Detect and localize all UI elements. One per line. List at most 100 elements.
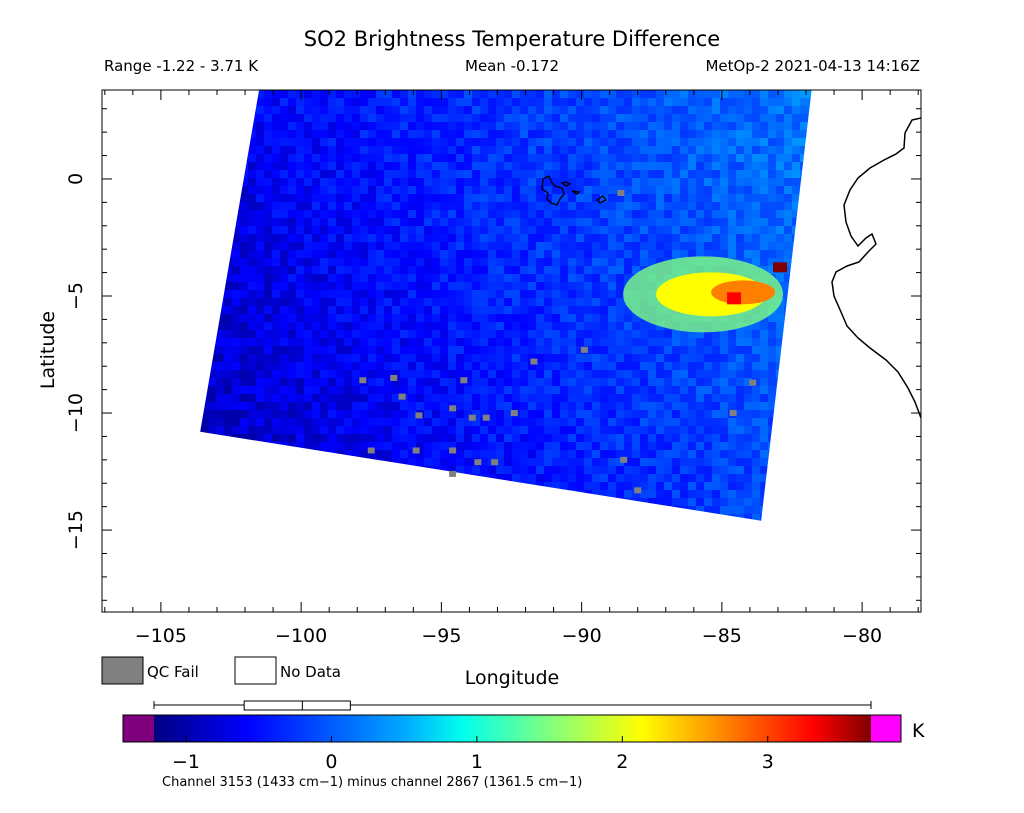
swath-pixel: [424, 338, 432, 346]
swath-pixel: [680, 242, 688, 250]
swath-pixel: [552, 394, 560, 402]
swath-pixel: [776, 514, 784, 521]
swath-pixel: [352, 154, 360, 162]
swath-pixel: [848, 146, 856, 154]
swath-pixel: [272, 418, 280, 426]
swath-pixel: [824, 178, 832, 186]
swath-pixel: [512, 338, 520, 346]
swath-pixel: [328, 90, 336, 98]
swath-pixel: [616, 418, 624, 426]
swath-pixel: [216, 530, 224, 538]
swath-pixel: [760, 186, 768, 194]
swath-pixel: [304, 258, 312, 266]
swath-pixel: [240, 210, 248, 218]
swath-pixel: [232, 466, 240, 474]
swath-pixel: [792, 274, 800, 282]
swath-pixel: [208, 210, 216, 218]
swath-pixel: [480, 538, 488, 546]
swath-pixel: [744, 138, 752, 146]
swath-pixel: [576, 378, 584, 386]
swath-pixel: [408, 186, 416, 194]
swath-pixel: [344, 130, 352, 138]
swath-pixel: [744, 330, 752, 338]
swath-pixel: [728, 434, 736, 442]
swath-pixel: [288, 506, 296, 514]
swath-pixel: [712, 530, 720, 538]
swath-pixel: [232, 314, 240, 322]
swath-pixel: [800, 90, 808, 98]
swath-pixel: [216, 442, 224, 450]
swath-pixel: [264, 434, 272, 442]
swath-pixel: [328, 98, 336, 106]
swath-pixel: [704, 218, 712, 226]
swath-pixel: [216, 466, 224, 474]
swath-pixel: [248, 178, 256, 186]
swath-pixel: [712, 250, 720, 258]
swath-pixel: [560, 442, 568, 450]
swath-pixel: [336, 362, 344, 370]
swath-pixel: [424, 186, 432, 194]
swath-pixel: [472, 426, 480, 434]
swath-pixel: [336, 242, 344, 250]
swath-pixel: [584, 362, 592, 370]
swath-pixel: [408, 554, 416, 562]
swath-pixel: [232, 226, 240, 234]
swath-pixel: [560, 234, 568, 242]
swath-pixel: [344, 362, 352, 370]
swath-pixel: [816, 522, 824, 530]
swath-pixel: [864, 450, 872, 458]
swath-pixel: [736, 354, 744, 362]
swath-pixel: [448, 106, 456, 114]
swath-pixel: [592, 234, 600, 242]
swath-pixel: [624, 194, 632, 202]
swath-pixel: [768, 362, 776, 370]
swath-pixel: [784, 498, 792, 506]
swath-pixel: [416, 370, 424, 378]
swath-pixel: [304, 138, 312, 146]
swath-pixel: [536, 554, 544, 562]
swath-pixel: [392, 210, 400, 218]
swath-pixel: [712, 546, 720, 554]
swath-pixel: [664, 442, 672, 450]
swath-pixel: [584, 490, 592, 498]
swath-pixel: [392, 322, 400, 330]
swath-pixel: [264, 466, 272, 474]
swath-pixel: [440, 394, 448, 402]
swath-pixel: [560, 338, 568, 346]
swath-pixel: [448, 434, 456, 442]
swath-pixel: [568, 466, 576, 474]
swath-pixel: [520, 346, 528, 354]
swath-pixel: [552, 186, 560, 194]
swath-pixel: [440, 338, 448, 346]
swath-pixel: [304, 218, 312, 226]
swath-pixel: [736, 434, 744, 442]
swath-pixel: [768, 106, 776, 114]
swath-pixel: [584, 250, 592, 258]
swath-pixel: [584, 274, 592, 282]
swath-pixel: [240, 442, 248, 450]
swath-pixel: [352, 458, 360, 466]
swath-pixel: [320, 394, 328, 402]
swath-pixel: [640, 338, 648, 346]
swath-pixel: [704, 530, 712, 538]
swath-pixel: [368, 538, 376, 546]
swath-pixel: [728, 106, 736, 114]
swath-pixel: [544, 298, 552, 306]
swath-pixel: [520, 450, 528, 458]
swath-pixel: [320, 306, 328, 314]
swath-pixel: [368, 354, 376, 362]
swath-pixel: [528, 498, 536, 506]
swath-pixel: [584, 234, 592, 242]
swath-pixel: [696, 338, 704, 346]
swath-pixel: [416, 186, 424, 194]
swath-pixel: [592, 130, 600, 138]
swath-pixel: [496, 402, 504, 410]
swath-pixel: [368, 370, 376, 378]
swath-pixel: [536, 466, 544, 474]
swath-pixel: [240, 418, 248, 426]
swath-pixel: [544, 234, 552, 242]
swath-pixel: [280, 418, 288, 426]
swath-pixel: [448, 210, 456, 218]
swath-pixel: [272, 90, 280, 98]
swath-pixel: [392, 394, 400, 402]
